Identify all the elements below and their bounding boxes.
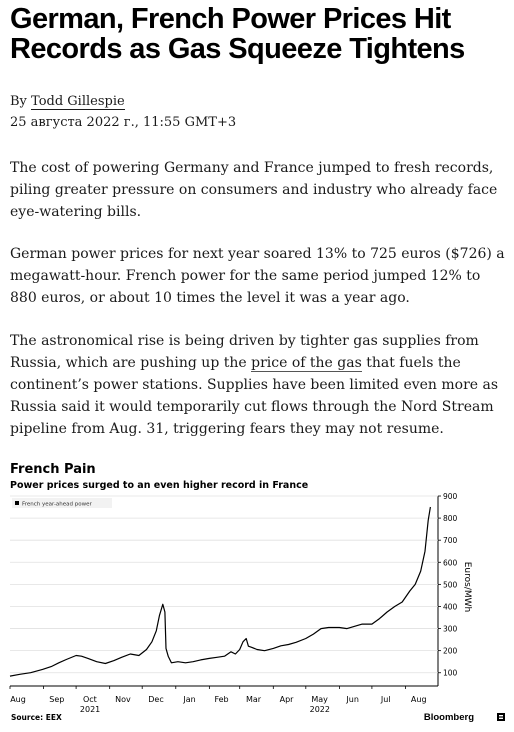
y-tick-label-400: 400 [443,602,458,611]
author-link[interactable]: Todd Gillespie [31,94,125,110]
x-tick-label-5: Jan [182,695,195,704]
x-tick-label-7: Mar [246,695,262,704]
y-tick-label-900: 900 [443,492,458,501]
y-tick-label-100: 100 [443,669,458,678]
byline: By Todd Gillespie [10,92,125,112]
legend-label: French year-ahead power [22,502,93,508]
x-tick-label-11: Jul [380,695,391,704]
x-year-label-2021: 2021 [80,705,100,712]
bloomberg-logo-icon [497,713,505,721]
paragraph-3: The astronomical rise is being driven by… [10,330,506,440]
paragraph-3-text-b: that fuels the continent’s power station… [10,355,499,437]
y-tick-label-700: 700 [443,536,458,545]
x-tick-label-0: Aug [10,695,26,704]
x-tick-label-8: Apr [280,695,295,704]
x-tick-label-4: Dec [148,695,163,704]
x-tick-label-1: Sep [49,695,64,704]
x-year-label-2022: 2022 [310,705,330,712]
paragraph-3-text-a: The astronomical rise is being driven by… [10,333,479,371]
y-tick-label-600: 600 [443,558,458,567]
byline-prefix: By [10,94,32,109]
y-tick-label-200: 200 [443,647,458,656]
x-tick-label-6: Feb [214,695,228,704]
legend-swatch [15,501,19,505]
chart-source: Source: EEX [11,713,62,722]
y-tick-label-500: 500 [443,580,458,589]
x-tick-label-12: Aug [411,695,427,704]
power-price-chart: 100 200 300 400 500 600 700 800 900 Euros/MWh Aug S… [9,492,472,712]
paragraph-1: The cost of powering Germany and France … [10,160,498,220]
chart-subtitle: Power prices surged to an even higher re… [10,480,309,491]
publish-date: 25 августа 2022 г., 11:55 GMT+3 [10,115,237,130]
x-tick-label-2: Oct [83,695,97,704]
x-tick-label-3: Nov [115,695,131,704]
x-tick-label-9: May [311,695,328,704]
y-tick-label-800: 800 [443,514,458,523]
legend-box [12,498,112,508]
chart-title: French Pain [10,462,96,477]
series-line-0 [9,506,431,677]
y-axis-label: Euros/MWh [462,562,472,613]
paragraph-2: German power prices for next year soared… [10,246,505,306]
gas-price-link[interactable]: price of the gas [251,355,362,372]
bloomberg-brand: Bloomberg [423,712,474,723]
y-tick-label-300: 300 [443,625,458,634]
article-headline: German, French Power Prices Hit Records … [10,3,465,65]
x-tick-label-10: Jun [345,695,359,704]
